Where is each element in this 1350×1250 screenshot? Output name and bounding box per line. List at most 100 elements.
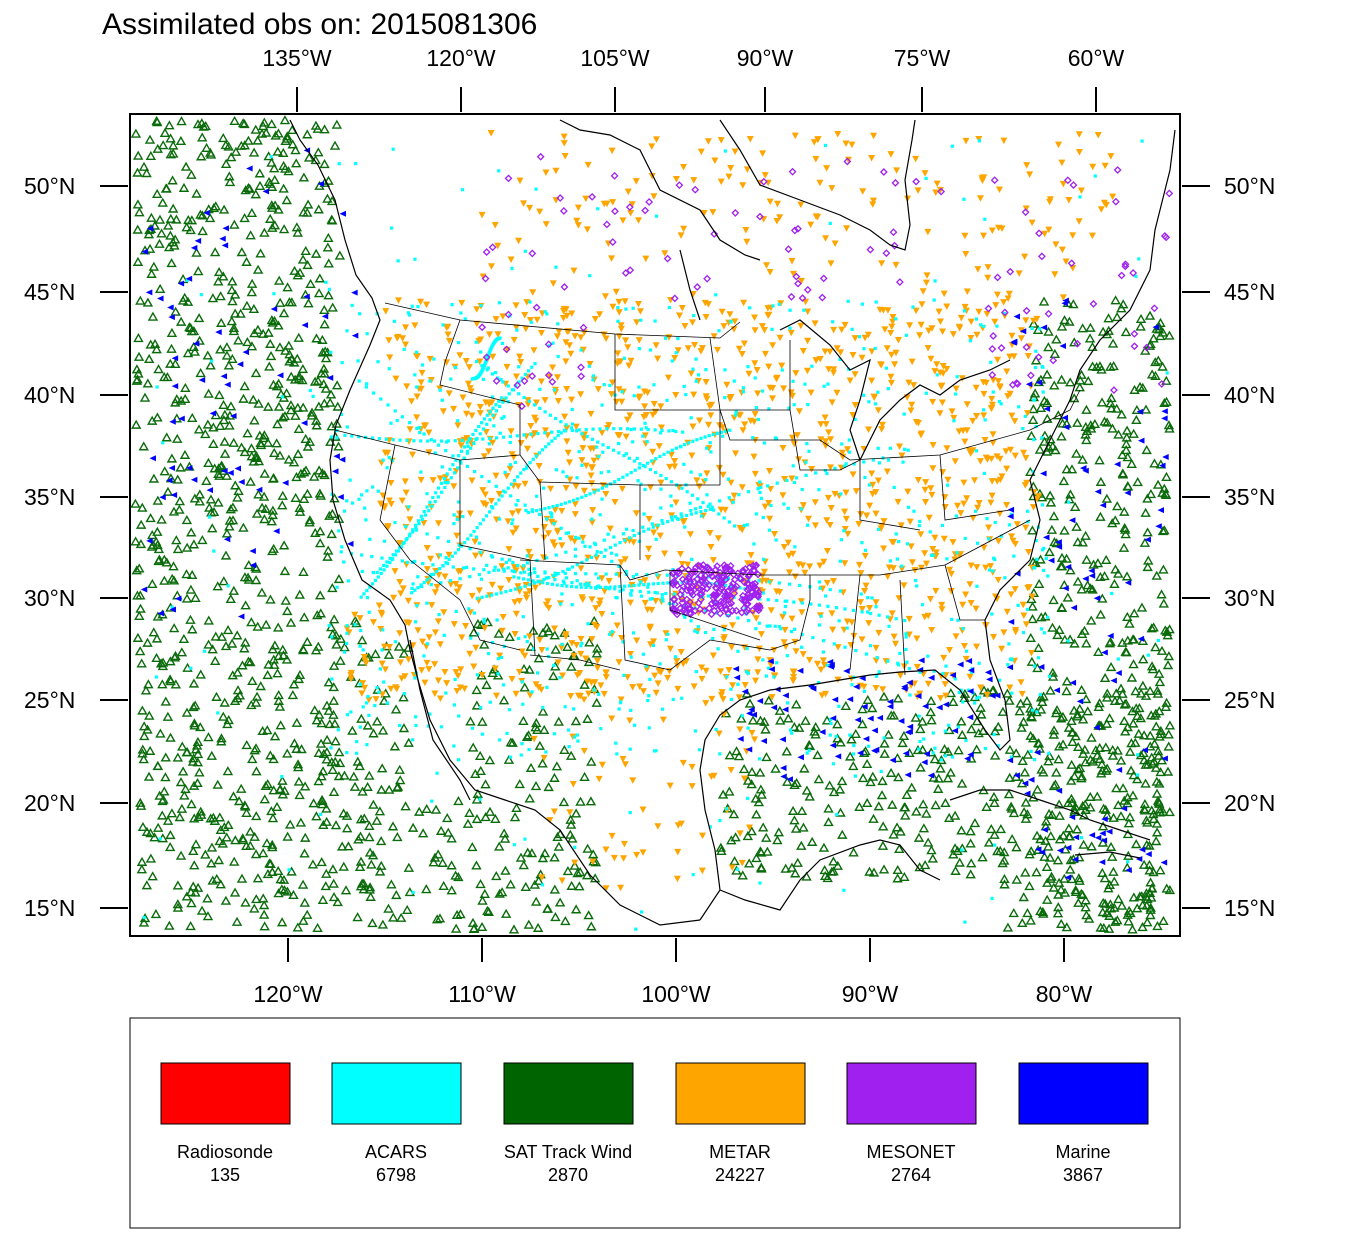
acars-marker — [477, 424, 481, 429]
acars-marker — [584, 494, 588, 498]
sat-wind-marker — [1162, 660, 1174, 670]
acars-marker — [560, 584, 564, 588]
acars-marker — [983, 746, 988, 751]
acars-marker — [519, 471, 523, 475]
sat-wind-marker — [181, 891, 193, 901]
metar-marker — [989, 439, 997, 447]
acars-marker — [685, 490, 689, 494]
acars-marker — [864, 652, 869, 656]
sat-wind-marker — [1150, 762, 1162, 772]
acars-marker — [482, 568, 486, 572]
sat-wind-marker — [320, 881, 331, 891]
sat-wind-marker — [1155, 767, 1166, 777]
acars-marker — [448, 579, 453, 583]
metar-marker — [619, 217, 627, 224]
acars-marker — [452, 513, 456, 517]
metar-marker — [641, 403, 649, 410]
sat-wind-marker — [189, 720, 200, 730]
metar-marker — [673, 657, 681, 665]
acars-marker — [894, 617, 898, 621]
sat-wind-marker — [1105, 661, 1117, 672]
acars-marker — [870, 596, 874, 600]
sat-wind-marker — [262, 437, 274, 447]
metar-marker — [788, 257, 796, 265]
sat-wind-marker — [901, 789, 913, 800]
acars-marker — [420, 584, 424, 589]
acars-marker — [741, 390, 745, 394]
sat-wind-marker — [586, 921, 597, 931]
acars-marker — [557, 429, 561, 434]
sat-wind-marker — [167, 175, 178, 185]
sat-wind-marker — [823, 817, 834, 827]
sat-wind-marker — [1028, 404, 1039, 414]
acars-marker — [458, 577, 462, 581]
acars-marker — [477, 541, 481, 545]
acars-marker — [476, 632, 480, 636]
sat-wind-marker — [1067, 736, 1078, 746]
acars-marker — [819, 614, 823, 618]
acars-marker — [634, 927, 638, 931]
acars-marker — [509, 482, 514, 486]
metar-marker — [752, 677, 760, 685]
sat-wind-marker — [225, 593, 236, 604]
acars-marker — [492, 568, 496, 573]
sat-wind-marker — [185, 887, 197, 897]
sat-wind-marker — [537, 853, 549, 863]
sat-wind-marker — [186, 527, 197, 537]
metar-marker — [628, 201, 636, 208]
sat-wind-marker — [1041, 369, 1053, 379]
metar-marker — [942, 692, 950, 700]
sat-wind-marker — [258, 900, 270, 910]
acars-marker — [446, 539, 451, 544]
metar-marker — [408, 451, 416, 459]
sat-wind-marker — [1095, 571, 1106, 581]
sat-wind-marker — [1111, 783, 1122, 793]
metar-marker — [799, 562, 807, 569]
metar-marker — [536, 636, 544, 644]
sat-wind-marker — [1073, 741, 1084, 752]
metar-marker — [369, 619, 377, 626]
metar-marker — [952, 385, 960, 393]
acars-marker — [413, 257, 417, 261]
metar-marker — [929, 398, 937, 406]
acars-marker — [648, 677, 652, 681]
sat-wind-marker — [256, 128, 268, 138]
sat-wind-marker — [257, 848, 269, 858]
acars-marker — [560, 592, 564, 596]
acars-marker — [405, 536, 409, 541]
sat-wind-marker — [207, 523, 218, 533]
metar-marker — [1022, 524, 1030, 532]
acars-marker — [696, 497, 700, 501]
sat-wind-marker — [166, 808, 178, 818]
acars-marker — [552, 388, 557, 392]
sat-wind-marker — [885, 710, 897, 720]
metar-marker — [512, 690, 520, 698]
acars-marker — [335, 436, 339, 440]
acars-marker — [610, 630, 614, 634]
metar-marker — [618, 398, 626, 406]
acars-marker — [740, 714, 744, 718]
acars-marker — [480, 474, 484, 479]
acars-marker — [963, 536, 967, 541]
acars-marker — [620, 390, 624, 394]
acars-marker — [708, 825, 712, 829]
metar-marker — [1100, 199, 1108, 207]
metar-marker — [889, 565, 897, 572]
sat-wind-marker — [205, 360, 216, 370]
sat-wind-marker — [1052, 629, 1063, 640]
metar-marker — [673, 662, 681, 670]
sat-wind-marker — [179, 790, 190, 800]
metar-marker — [789, 677, 797, 684]
sat-wind-marker — [188, 701, 199, 712]
sat-wind-marker — [741, 688, 753, 698]
sat-wind-marker — [365, 891, 376, 901]
sat-wind-marker — [133, 333, 144, 343]
sat-wind-marker — [471, 700, 483, 710]
sat-wind-marker — [375, 836, 387, 846]
acars-marker — [658, 454, 662, 459]
sat-wind-marker — [299, 897, 310, 907]
sat-wind-marker — [737, 870, 748, 880]
sat-wind-marker — [224, 420, 235, 430]
acars-marker — [950, 617, 954, 621]
metar-marker — [738, 351, 746, 358]
